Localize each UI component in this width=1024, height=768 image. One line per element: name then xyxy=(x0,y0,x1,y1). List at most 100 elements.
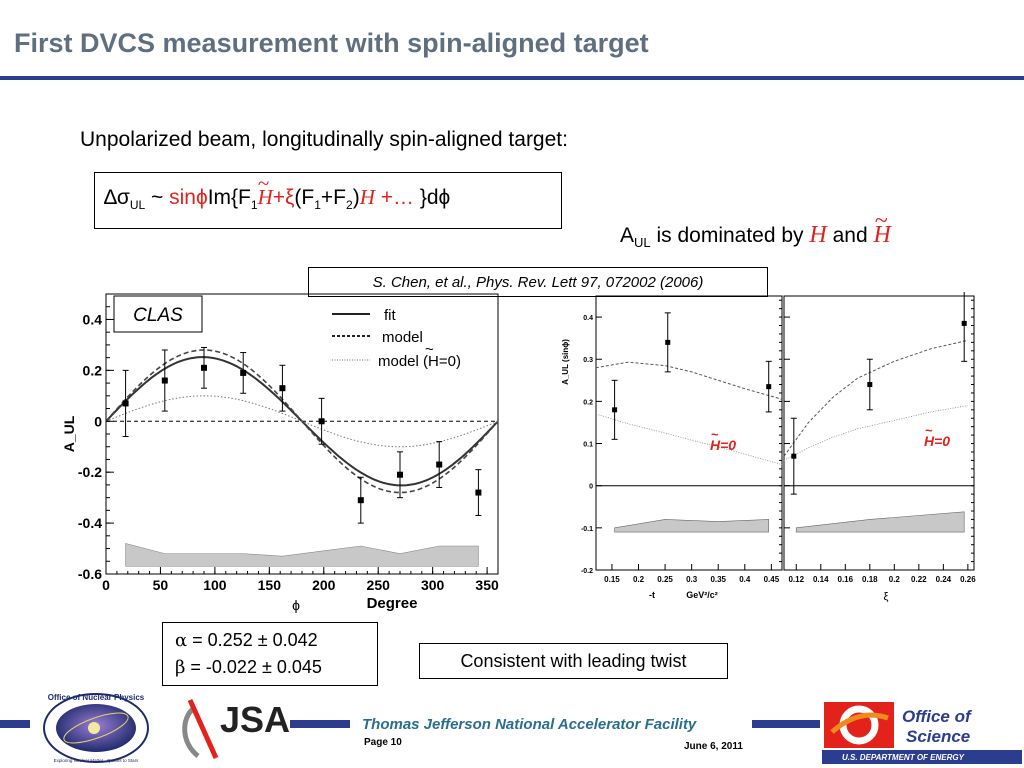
im-open: Im{F xyxy=(207,186,251,209)
footer-bar-mid xyxy=(290,720,350,728)
a-letter: A xyxy=(620,224,635,247)
data-point xyxy=(397,471,403,478)
np-orbit xyxy=(63,712,129,744)
h-term: H xyxy=(359,185,375,209)
np-label: Office of Nuclear Physics xyxy=(48,693,145,702)
x-axis-label: -t xyxy=(649,590,655,600)
and-text: and xyxy=(826,224,874,247)
annotation-h0: H=0 xyxy=(924,433,950,449)
sub-1: 1 xyxy=(250,198,258,213)
x-tick-label: 0.35 xyxy=(710,575,726,584)
y-tick-label: 0 xyxy=(589,484,593,491)
legend-model-label: model xyxy=(382,329,423,346)
x-tick-label: 150 xyxy=(258,577,282,593)
oos-dept: U.S. DEPARTMENT OF ENERGY xyxy=(842,753,965,762)
alpha-value: = 0.252 ± 0.042 xyxy=(187,630,318,650)
nuclear-physics-logo: Office of Nuclear Physics Exploring Nucl… xyxy=(43,693,149,763)
x-tick-label: 0.18 xyxy=(862,575,878,584)
model-curve xyxy=(595,361,783,400)
x-tick-label: 0.2 xyxy=(889,575,901,584)
annotation-tilde: ~ xyxy=(925,423,933,438)
footer-bar-right xyxy=(752,720,820,728)
dominated-statement: AUL is dominated by H and H ~ xyxy=(620,208,891,250)
y-tick-label: -0.1 xyxy=(581,526,593,533)
ellipsis: +… xyxy=(374,186,420,209)
h-tilde-letter: H xyxy=(257,185,273,209)
y-tick-label: 0.1 xyxy=(583,442,593,449)
twist-note: Consistent with leading twist xyxy=(419,643,728,679)
slide-title: First DVCS measurement with spin-aligned… xyxy=(14,28,649,58)
y-tick-label: -0.2 xyxy=(78,464,102,480)
plot-frame xyxy=(105,293,499,575)
x-tick-label: 0.25 xyxy=(657,575,673,584)
sub-1b: 1 xyxy=(314,198,321,213)
jsa-swoosh-gray xyxy=(182,706,200,758)
clas-box xyxy=(113,295,203,333)
reference-box: S. Chen, et al., Phys. Rev. Lett 97, 072… xyxy=(308,267,768,297)
data-point xyxy=(279,385,286,392)
clas-label: CLAS xyxy=(133,305,183,326)
legend-tilde: ~ xyxy=(425,341,434,358)
formula: ∆σUL ~ sinϕIm{F1H ~ +ξ(F1+F2)H +… }dϕ xyxy=(104,171,451,213)
h-tilde-letter-2: H xyxy=(873,222,891,248)
x-tick-label: 0.2 xyxy=(633,575,645,584)
y-tick-label: 0.2 xyxy=(83,362,103,378)
model-h0-curve xyxy=(595,413,783,465)
beta-symbol: β xyxy=(175,657,186,678)
alpha-symbol: α xyxy=(175,630,188,651)
h-tilde-wrap: H ~ xyxy=(873,208,891,248)
systematic-band xyxy=(614,519,770,533)
y-tick-label: -0.2 xyxy=(581,568,593,575)
y-tick-label: -0.4 xyxy=(78,515,102,531)
data-point xyxy=(475,489,482,496)
footer-bar-left xyxy=(0,720,30,728)
beta-value: = -0.022 ± 0.045 xyxy=(185,657,322,677)
tilde-mark: ~ xyxy=(257,171,269,195)
data-point xyxy=(791,453,797,459)
x-tick-label: 200 xyxy=(312,577,336,593)
aul-vs-xi-chart: 0.12 0.14 0.16 0.18 0.2 0.22 0.24 0.26 H=0~ ξ xyxy=(783,292,976,603)
x-tick-label: 0.45 xyxy=(764,575,780,584)
data-point xyxy=(867,382,873,388)
sin-phi: sinϕ xyxy=(169,186,208,209)
model-h0-curve xyxy=(105,395,499,448)
systematic-band xyxy=(795,511,965,533)
x-tick-label: 300 xyxy=(421,577,445,593)
aul-vs-t-chart: 0.15 0.2 0.25 0.3 0.35 0.4 0.45 -0.2 -0.1 0 0.1 0.2… xyxy=(561,295,783,600)
fit-results-box: α = 0.252 ± 0.042 β = -0.022 ± 0.045 xyxy=(162,622,378,686)
oos-dept-bar xyxy=(822,750,1022,764)
x-tick-label: 350 xyxy=(475,577,499,593)
y-axis-label: A_UL (sinϕ) xyxy=(561,339,570,385)
annotation-tilde: ~ xyxy=(711,427,719,442)
x-tick-label: 0.22 xyxy=(911,575,927,584)
plot-frame xyxy=(783,295,975,571)
data-point xyxy=(436,461,443,468)
np-tagline: Exploring Nuclear Matter - Quarks to Sta… xyxy=(54,758,140,763)
x-tick-label: 100 xyxy=(203,577,227,593)
x-tick-label: 0.24 xyxy=(936,575,952,584)
sub-ul: UL xyxy=(129,198,146,213)
data-point xyxy=(240,369,247,376)
page-number: Page 10 xyxy=(364,737,402,748)
plus-xi: +ξ xyxy=(272,186,295,209)
title-rule xyxy=(0,76,1024,80)
tilde-mark-2: ~ xyxy=(874,208,888,234)
y-tick-label: 0.3 xyxy=(583,357,593,364)
data-point xyxy=(357,497,364,504)
formula-close: }dϕ xyxy=(419,186,451,209)
jsa-swoosh-red xyxy=(187,698,219,760)
x-tick-label: 0 xyxy=(102,577,110,593)
h-letter: H xyxy=(809,222,827,248)
y-tick-label: -0.6 xyxy=(78,566,102,582)
model-curve xyxy=(783,339,969,457)
paren-open: (F xyxy=(294,186,315,209)
legend-fit-label: fit xyxy=(384,307,397,324)
x-tick-label: 0.12 xyxy=(788,575,804,584)
beta-line: β = -0.022 ± 0.045 xyxy=(175,654,377,681)
data-point xyxy=(766,384,772,390)
y-tick-label: 0 xyxy=(94,413,102,429)
footer-date: June 6, 2011 xyxy=(684,741,743,752)
subtitle: Unpolarized beam, longitudinally spin-al… xyxy=(80,128,568,151)
x-axis-symbol: ϕ xyxy=(292,597,300,613)
y-tick-label: 0.4 xyxy=(83,311,103,327)
